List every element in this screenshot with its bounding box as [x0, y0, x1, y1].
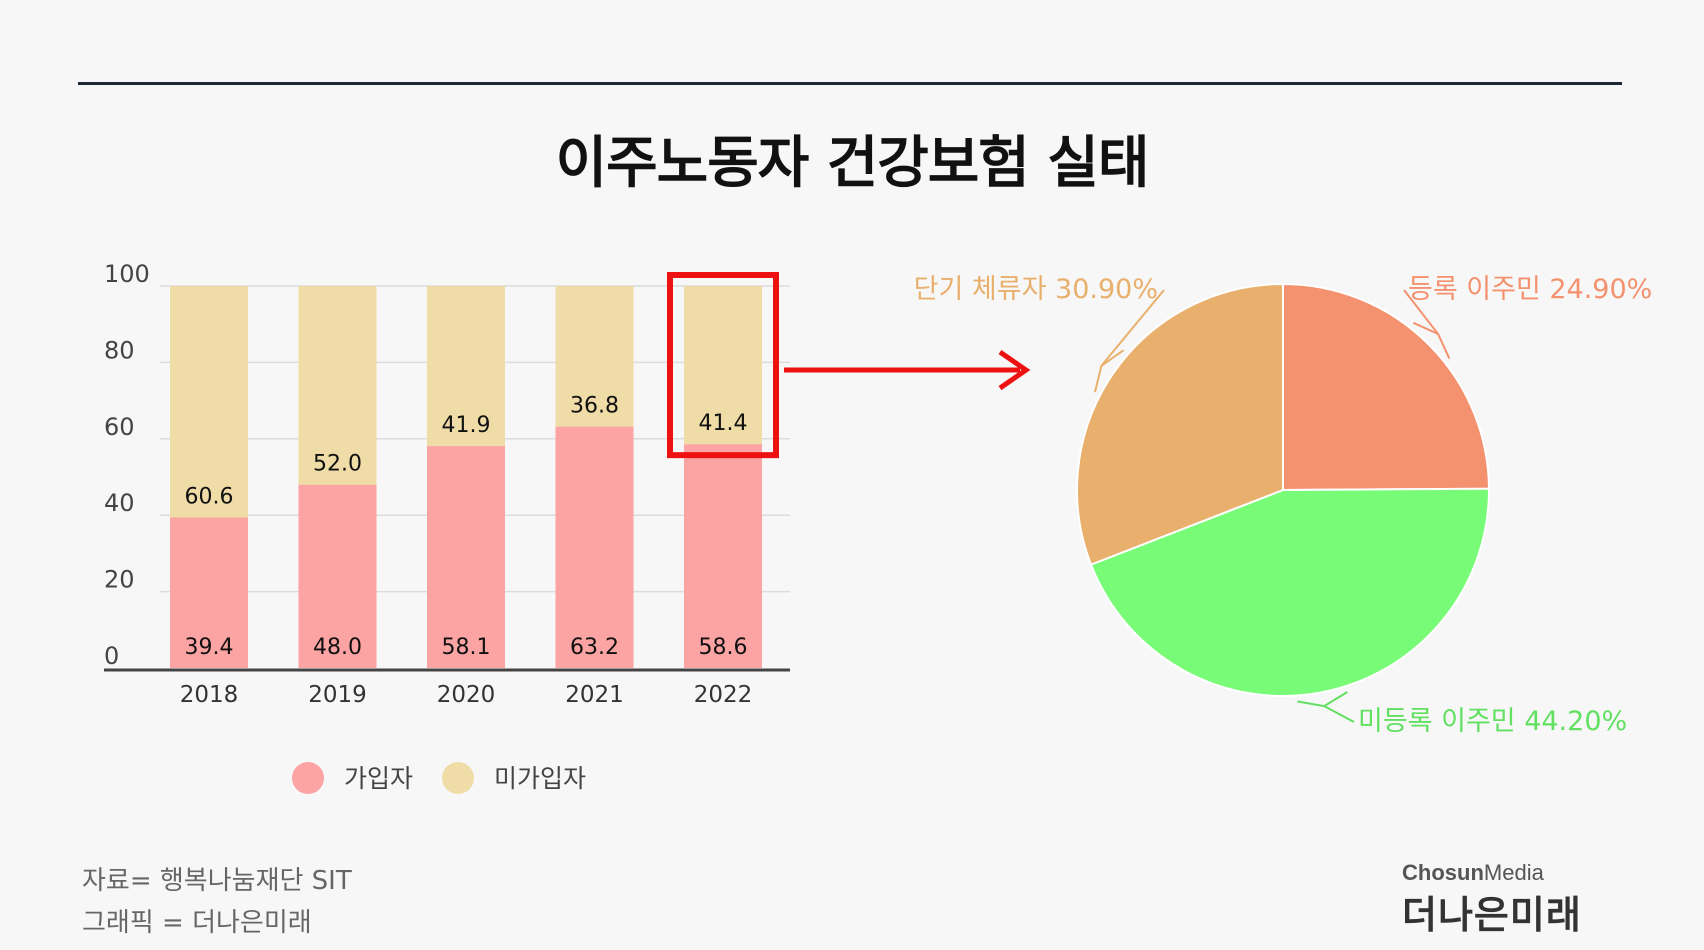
x-tick-label: 2022: [694, 682, 753, 708]
pie-slice: [1076, 282, 1284, 566]
pie-slice-label: 등록 이주민 24.90%: [1408, 274, 1652, 305]
bar-segment: [170, 517, 248, 668]
pie-slice-label: 단기 체류자 30.90%: [914, 274, 1158, 305]
bar-segment: [298, 484, 377, 668]
legend-label: 미가입자: [494, 764, 586, 793]
bar-segment: [555, 286, 634, 427]
x-tick-label: 2021: [565, 682, 624, 708]
legend-swatch: [442, 762, 474, 794]
chart-title: 이주노동자 건강보험 실태: [555, 131, 1150, 196]
stacked-bar-chart: 0 20 40 60 80 100 39.4 60.6 2018 48.0 52.0 2019 58.1…: [104, 260, 1031, 794]
source-line: 자료= 행복나눔재단 SIT: [82, 866, 352, 896]
bar-data-label: 36.8: [570, 394, 619, 419]
bar-data-label: 63.2: [570, 635, 619, 660]
bar-data-label: 60.6: [185, 484, 234, 509]
y-tick-label: 60: [104, 413, 135, 441]
y-tick-label: 80: [104, 336, 135, 364]
x-tick-label: 2019: [308, 682, 367, 708]
bar-segment: [298, 286, 377, 485]
bar-segment: [555, 426, 634, 668]
pie-leader-line: [1100, 289, 1165, 367]
pie-slice: [1282, 282, 1491, 492]
highlight-box: [667, 272, 779, 459]
bar-data-label: 41.9: [442, 413, 491, 438]
brand-logo-english: ChosunMedia: [1402, 860, 1544, 885]
y-tick-label: 20: [104, 566, 135, 594]
bar-data-label: 58.6: [699, 635, 748, 660]
top-divider: [78, 82, 1622, 85]
pie-leader-line: [1403, 289, 1439, 335]
bar-data-label: 58.1: [442, 635, 491, 660]
y-tick-label: 40: [104, 489, 135, 517]
graphic-credit-line: 그래픽 = 더나은미래: [82, 908, 312, 938]
bar-segment: [684, 286, 762, 445]
legend-swatch: [292, 762, 324, 794]
source-note: 자료= 행복나눔재단 SIT 그래픽 = 더나은미래: [82, 860, 352, 944]
bar-segment: [427, 446, 505, 668]
bar-data-label: 39.4: [185, 635, 234, 660]
x-tick-label: 2018: [180, 682, 239, 708]
legend-label: 가입자: [344, 764, 413, 793]
highlight-arrow-head: [998, 349, 1031, 391]
brand-logo: ChosunMedia 더나은미래: [1402, 860, 1632, 939]
x-tick-label: 2020: [437, 682, 496, 708]
bar-segment: [684, 444, 762, 668]
y-tick-label: 0: [104, 642, 119, 670]
pie-slice-label: 미등록 이주민 44.20%: [1358, 706, 1627, 737]
bar-data-label: 48.0: [313, 635, 362, 660]
y-tick-label: 100: [104, 260, 150, 288]
pie-chart: 등록 이주민 24.90% 미등록 이주민 44.20% 단기 체류자 30.90%: [914, 274, 1653, 737]
bar-data-label: 41.4: [699, 411, 748, 436]
bar-segment: [427, 286, 505, 447]
brand-logo-korean: 더나은미래: [1402, 893, 1582, 937]
bar-data-label: 52.0: [313, 452, 362, 477]
pie-slice: [1089, 487, 1491, 697]
bar-segment: [170, 286, 248, 518]
pie-leader-line: [1323, 705, 1355, 723]
